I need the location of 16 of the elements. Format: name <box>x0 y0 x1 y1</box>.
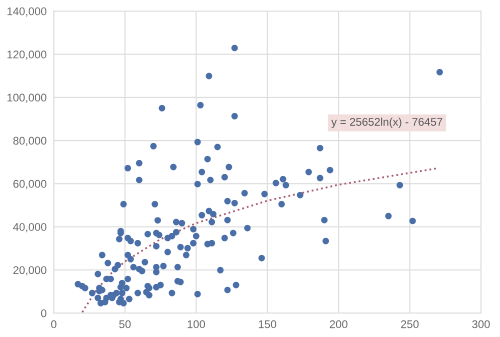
y-tick-label: 140,000 <box>7 7 46 17</box>
x-tick-label: 250 <box>401 320 419 328</box>
y-tick-label: 80,000 <box>13 136 46 146</box>
x-tick-label: 50 <box>119 320 131 328</box>
y-tick-label: 40,000 <box>13 223 46 232</box>
x-tick-label: 200 <box>330 320 348 328</box>
x-tick-label: 0 <box>51 320 56 328</box>
annotation: y = 25652ln(x) - 76457 <box>331 118 442 128</box>
y-tick-label: 0 <box>41 309 46 318</box>
x-tick-label: 100 <box>188 320 205 328</box>
y-tick-label: 120,000 <box>7 50 46 60</box>
y-tick-label: 100,000 <box>7 94 46 103</box>
x-tick-label: 150 <box>258 320 276 328</box>
y-tick-label: 60,000 <box>13 180 46 190</box>
x-tick-label: 300 <box>472 320 490 328</box>
y-tick-label: 20,000 <box>13 266 46 276</box>
